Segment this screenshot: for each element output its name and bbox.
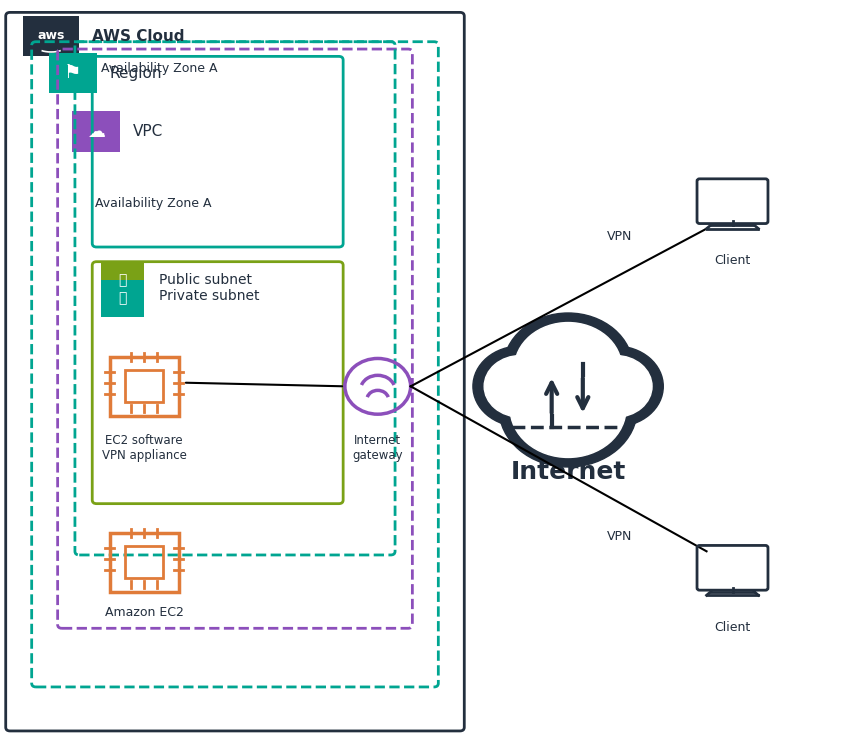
Text: Client: Client xyxy=(714,255,751,267)
FancyBboxPatch shape xyxy=(512,383,624,427)
Circle shape xyxy=(484,355,557,417)
Circle shape xyxy=(503,313,633,423)
Text: EC2 software
VPN appliance: EC2 software VPN appliance xyxy=(102,434,187,462)
Text: ⚑: ⚑ xyxy=(64,64,82,82)
Text: Public subnet: Public subnet xyxy=(159,273,252,287)
Text: Internet
gateway: Internet gateway xyxy=(352,434,403,462)
Circle shape xyxy=(473,346,569,427)
Circle shape xyxy=(499,350,637,467)
FancyBboxPatch shape xyxy=(72,111,120,152)
Text: Availability Zone A: Availability Zone A xyxy=(101,63,217,75)
Text: Region: Region xyxy=(109,66,162,81)
Circle shape xyxy=(569,346,663,427)
Text: Client: Client xyxy=(714,621,751,634)
Text: 🔒: 🔒 xyxy=(118,273,127,287)
Text: Private subnet: Private subnet xyxy=(159,289,260,303)
Text: Availability Zone A: Availability Zone A xyxy=(95,197,211,210)
Circle shape xyxy=(515,322,621,414)
FancyBboxPatch shape xyxy=(101,280,144,316)
Text: 🔒: 🔒 xyxy=(118,291,127,305)
FancyBboxPatch shape xyxy=(23,16,79,57)
Text: VPN: VPN xyxy=(607,530,633,543)
Text: VPN: VPN xyxy=(607,230,633,243)
Text: VPC: VPC xyxy=(133,124,163,139)
FancyBboxPatch shape xyxy=(49,53,96,93)
FancyBboxPatch shape xyxy=(101,262,144,298)
Circle shape xyxy=(579,355,652,417)
Text: Amazon EC2: Amazon EC2 xyxy=(105,606,184,619)
Text: Internet: Internet xyxy=(510,460,626,484)
FancyBboxPatch shape xyxy=(518,392,618,421)
Text: aws: aws xyxy=(37,29,65,43)
Text: ☁: ☁ xyxy=(87,123,105,141)
Circle shape xyxy=(510,359,626,458)
Text: AWS Cloud: AWS Cloud xyxy=(92,29,185,44)
